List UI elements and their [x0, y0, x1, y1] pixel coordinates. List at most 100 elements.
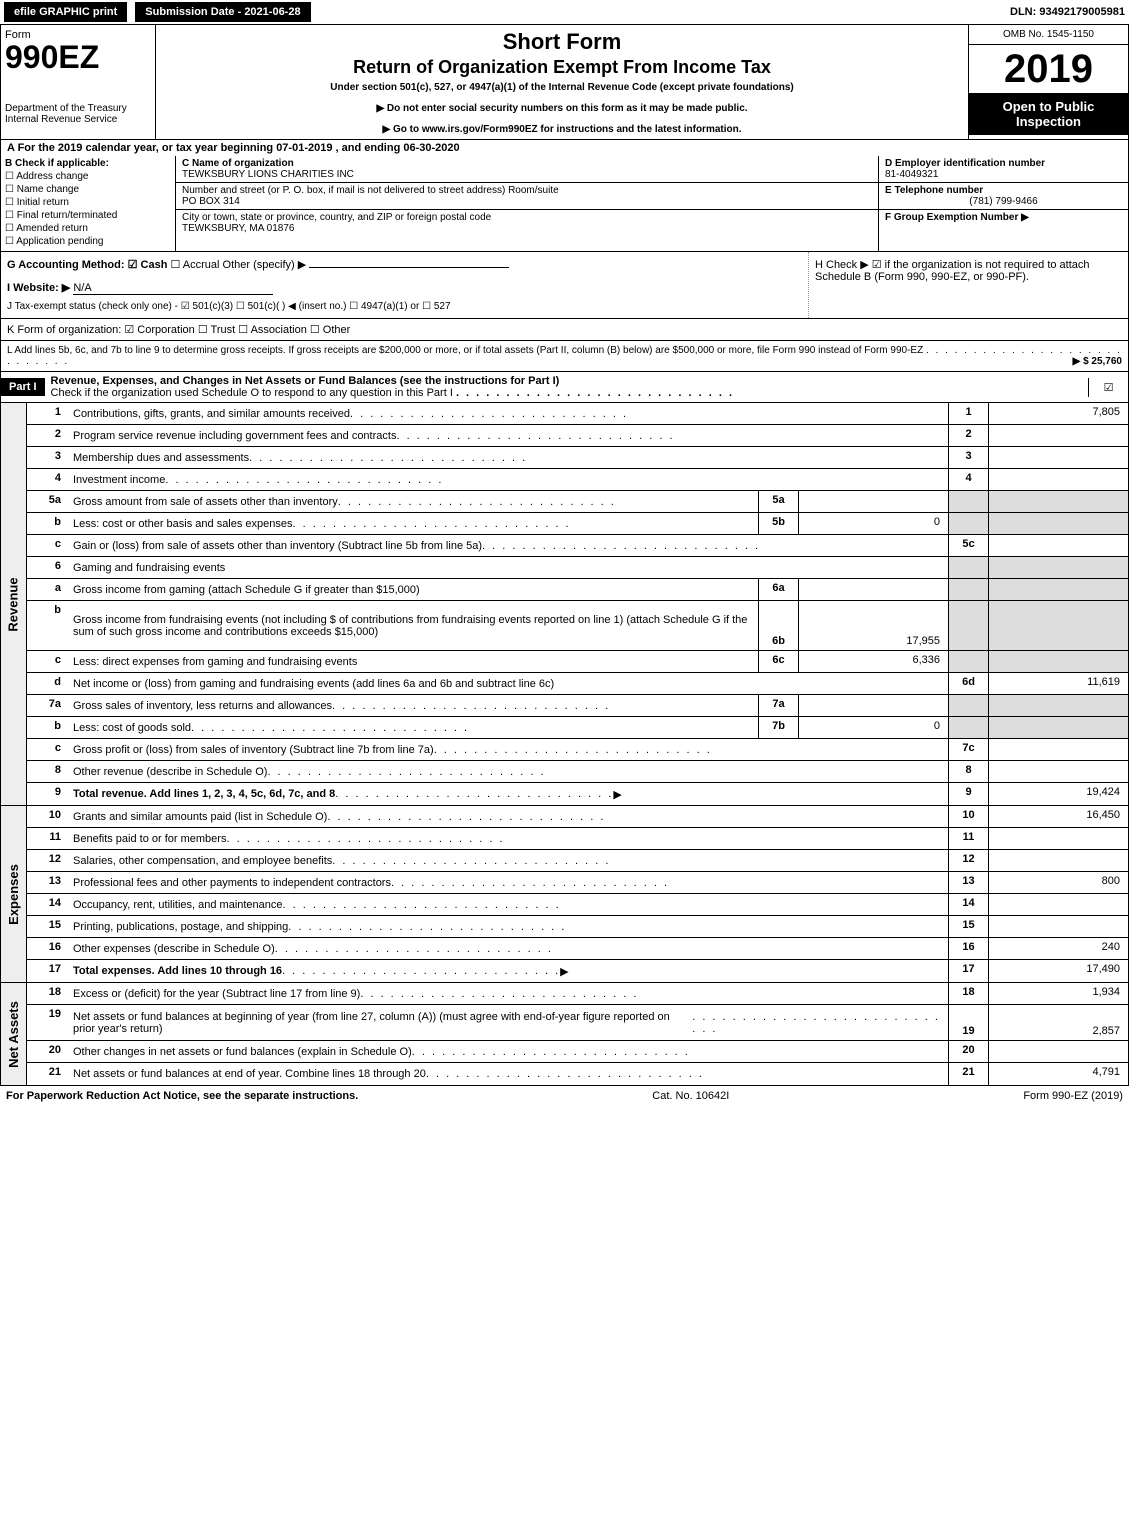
efile-top-bar: efile GRAPHIC print Submission Date - 20… [0, 0, 1129, 24]
l21-num: 21 [27, 1063, 67, 1085]
dots [165, 474, 443, 486]
l7a-vshade [988, 695, 1128, 716]
l20-val [988, 1041, 1128, 1062]
l5b-vshade [988, 513, 1128, 534]
d-label: D Employer identification number [885, 158, 1045, 169]
l7c-ln: 7c [948, 739, 988, 760]
part1-dots [456, 387, 734, 399]
l4-ln: 4 [948, 469, 988, 490]
form-number: 990EZ [5, 41, 151, 73]
l12-num: 12 [27, 850, 67, 871]
l6d-num: d [27, 673, 67, 694]
l19-ln: 19 [948, 1005, 988, 1040]
g-other[interactable]: Other (specify) ▶ [223, 259, 307, 271]
l6a-num: a [27, 579, 67, 600]
revenue-grid: Revenue 1Contributions, gifts, grants, a… [0, 403, 1129, 806]
ck-amended[interactable]: ☐ Amended return [5, 223, 171, 234]
ck-address[interactable]: ☐ Address change [5, 171, 171, 182]
box-def: D Employer identification number 81-4049… [878, 156, 1128, 251]
footer-right: Form 990-EZ (2019) [1023, 1090, 1123, 1102]
l6-num: 6 [27, 557, 67, 578]
omb-number: OMB No. 1545-1150 [969, 25, 1128, 45]
l6c-sv: 6,336 [798, 651, 948, 672]
l12-ln: 12 [948, 850, 988, 871]
part1-checknote: Check if the organization used Schedule … [51, 387, 453, 399]
l9-ln: 9 [948, 783, 988, 805]
l7b-shade [948, 717, 988, 738]
l19-num: 19 [27, 1005, 67, 1040]
org-name: TEWKSBURY LIONS CHARITIES INC [182, 169, 354, 180]
l21-ln: 21 [948, 1063, 988, 1085]
l6a-sv [798, 579, 948, 600]
dots [426, 1068, 704, 1080]
l19-desc: Net assets or fund balances at beginning… [73, 1011, 692, 1035]
l19-val: 2,857 [988, 1005, 1128, 1040]
dots [332, 855, 610, 867]
ck-pending[interactable]: ☐ Application pending [5, 236, 171, 247]
tax-year: 2019 [969, 45, 1128, 93]
dots [226, 833, 504, 845]
g-label: G Accounting Method: [7, 259, 125, 271]
part1-check[interactable]: ☑ [1088, 378, 1128, 397]
l6c-vshade [988, 651, 1128, 672]
l6a-vshade [988, 579, 1128, 600]
j-tax-status[interactable]: J Tax-exempt status (check only one) - ☑… [7, 301, 802, 312]
dots [412, 1046, 690, 1058]
l1-ln: 1 [948, 403, 988, 424]
netassets-label: Net Assets [6, 1001, 21, 1068]
l21-desc: Net assets or fund balances at end of ye… [73, 1068, 426, 1080]
l1-val: 7,805 [988, 403, 1128, 424]
footer-left: For Paperwork Reduction Act Notice, see … [6, 1090, 358, 1102]
l9-val: 19,424 [988, 783, 1128, 805]
g-cash[interactable]: ☑ Cash [128, 259, 168, 271]
l3-num: 3 [27, 447, 67, 468]
l1-desc: Contributions, gifts, grants, and simila… [73, 408, 350, 420]
l4-num: 4 [27, 469, 67, 490]
h-check[interactable]: H Check ▶ ☑ if the organization is not r… [808, 252, 1128, 318]
l18-desc: Excess or (deficit) for the year (Subtra… [73, 988, 360, 1000]
box-c: C Name of organization TEWKSBURY LIONS C… [176, 156, 878, 251]
l6b-shade [948, 601, 988, 650]
l16-val: 240 [988, 938, 1128, 959]
l5c-num: c [27, 535, 67, 556]
l14-ln: 14 [948, 894, 988, 915]
l10-desc: Grants and similar amounts paid (list in… [73, 811, 327, 823]
ck-final[interactable]: ☐ Final return/terminated [5, 210, 171, 221]
dots [350, 408, 628, 420]
page-footer: For Paperwork Reduction Act Notice, see … [0, 1086, 1129, 1106]
ein: 81-4049321 [885, 169, 938, 180]
l17-arrow: ▶ [560, 965, 568, 978]
l6-vshade [988, 557, 1128, 578]
l5a-shade [948, 491, 988, 512]
l8-ln: 8 [948, 761, 988, 782]
l14-desc: Occupancy, rent, utilities, and maintena… [73, 899, 283, 911]
g-accrual[interactable]: ☐ Accrual [170, 259, 219, 271]
l14-val [988, 894, 1128, 915]
l12-desc: Salaries, other compensation, and employ… [73, 855, 332, 867]
l9-desc: Total revenue. Add lines 1, 2, 3, 4, 5c,… [73, 788, 335, 800]
ck-name[interactable]: ☐ Name change [5, 184, 171, 195]
l20-num: 20 [27, 1041, 67, 1062]
l9-arrow: ▶ [613, 788, 621, 801]
l5a-vshade [988, 491, 1128, 512]
subtitle: Under section 501(c), 527, or 4947(a)(1)… [160, 82, 964, 93]
k-form-org[interactable]: K Form of organization: ☑ Corporation ☐ … [0, 319, 1129, 341]
irs-label: Internal Revenue Service [5, 114, 151, 125]
efile-print-button[interactable]: efile GRAPHIC print [4, 2, 127, 22]
l6a-desc: Gross income from gaming (attach Schedul… [73, 584, 420, 596]
l6c-num: c [27, 651, 67, 672]
g-other-input[interactable] [309, 267, 509, 268]
l2-val [988, 425, 1128, 446]
l15-ln: 15 [948, 916, 988, 937]
e-label: E Telephone number [885, 185, 983, 196]
l18-ln: 18 [948, 983, 988, 1004]
dots [332, 700, 610, 712]
l15-desc: Printing, publications, postage, and shi… [73, 921, 288, 933]
i-label: I Website: ▶ [7, 282, 70, 294]
dots [282, 965, 560, 977]
link-instructions[interactable]: ▶ Go to www.irs.gov/Form990EZ for instru… [160, 124, 964, 135]
dots [275, 943, 553, 955]
c-city-label: City or town, state or province, country… [182, 212, 491, 223]
l-text: L Add lines 5b, 6c, and 7b to line 9 to … [7, 345, 923, 356]
ck-initial[interactable]: ☐ Initial return [5, 197, 171, 208]
